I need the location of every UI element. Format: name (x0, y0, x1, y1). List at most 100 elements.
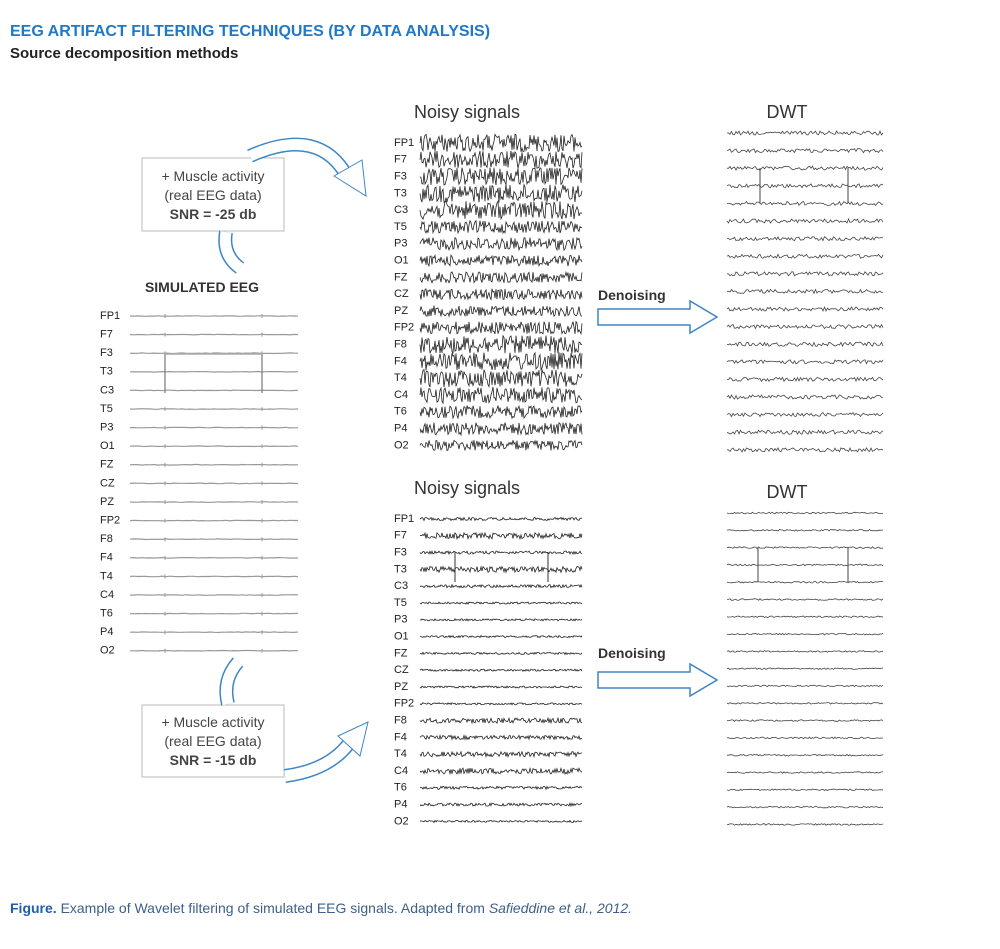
eeg-trace (419, 601, 583, 605)
eeg-trace (726, 235, 884, 242)
eeg-trace (419, 270, 583, 284)
box-line: (real EEG data) (164, 733, 261, 749)
eeg-trace (726, 771, 883, 774)
caption-text: Example of Wavelet filtering of simulate… (61, 900, 485, 916)
eeg-trace (726, 447, 884, 453)
caption: Figure. Example of Wavelet filtering of … (10, 900, 632, 916)
channel-label: T6 (394, 406, 407, 418)
eeg-trace (419, 236, 583, 252)
channel-label: FP2 (394, 322, 414, 334)
eeg-trace (726, 598, 884, 601)
eeg-trace (129, 445, 299, 448)
channel-label: CZ (100, 477, 115, 489)
eeg-trace (129, 389, 299, 392)
channel-label: F4 (394, 731, 407, 743)
eeg-trace (727, 130, 884, 136)
eeg-trace (419, 583, 583, 589)
arrow-body (220, 658, 243, 706)
eeg-trace (726, 183, 884, 189)
channel-label: PZ (394, 305, 408, 317)
channel-label: O1 (100, 440, 115, 452)
eeg-trace (419, 253, 583, 268)
channel-label: T6 (394, 782, 407, 794)
channel-label: FP1 (100, 310, 120, 322)
channel-label: P3 (394, 238, 407, 250)
eeg-trace (726, 323, 884, 330)
eeg-trace (726, 546, 884, 549)
eeg-trace (419, 404, 583, 420)
eeg-trace (129, 519, 298, 522)
eeg-trace (129, 594, 299, 596)
channel-label: P4 (100, 626, 113, 638)
eeg-trace (726, 719, 884, 722)
eeg-trace (419, 785, 583, 791)
channel-label: FP2 (394, 698, 414, 710)
eeg-trace (419, 550, 583, 556)
eeg-trace (419, 368, 583, 388)
eeg-trace (726, 615, 884, 619)
eeg-trace (419, 565, 583, 574)
arrow-head (337, 721, 369, 757)
eeg-trace (129, 333, 299, 336)
dwt-title: DWT (767, 102, 808, 122)
eeg-trace (726, 306, 884, 312)
eeg-trace (419, 685, 583, 689)
eeg-trace (419, 651, 583, 656)
eeg-trace (726, 788, 883, 792)
channel-label: P3 (100, 422, 113, 434)
channel-label: C3 (394, 580, 408, 592)
channel-label: FZ (394, 271, 408, 283)
eeg-trace (419, 351, 583, 371)
eeg-trace (419, 668, 583, 672)
channel-label: FP1 (394, 137, 414, 149)
eeg-trace (419, 618, 583, 622)
eeg-trace (419, 305, 583, 318)
arrow-label: Denoising (598, 645, 666, 661)
channel-label: T5 (394, 221, 407, 233)
caption-label: Figure. (10, 900, 57, 916)
channel-label: C4 (394, 389, 408, 401)
box-line: + Muscle activity (161, 168, 264, 184)
channel-label: F8 (100, 533, 113, 545)
simulated-title: SIMULATED EEG (145, 279, 259, 295)
page-title: EEG ARTIFACT FILTERING TECHNIQUES (BY DA… (10, 23, 490, 40)
eeg-trace (419, 819, 583, 824)
arrow-body (284, 738, 355, 782)
channel-label: T5 (100, 403, 113, 415)
eeg-trace (726, 511, 884, 515)
eeg-trace (129, 352, 299, 355)
channel-label: O1 (394, 631, 409, 643)
channel-label: F3 (394, 547, 407, 559)
eeg-trace (726, 580, 884, 584)
eeg-trace (419, 516, 582, 522)
channel-label: C4 (394, 765, 408, 777)
channel-label: CZ (394, 664, 409, 676)
eeg-trace (419, 702, 583, 706)
arrow-head (333, 159, 367, 197)
eeg-trace (129, 408, 299, 410)
dwt-title: DWT (767, 482, 808, 502)
channel-label: FZ (394, 647, 408, 659)
channel-label: F8 (394, 715, 407, 727)
channel-label: F4 (100, 552, 113, 564)
eeg-trace (419, 733, 583, 741)
channel-label: FP2 (100, 515, 120, 527)
channel-label: T4 (100, 570, 113, 582)
eeg-trace (726, 429, 884, 435)
channel-label: FZ (100, 459, 114, 471)
eeg-trace (726, 667, 884, 671)
channel-label: C4 (100, 589, 114, 601)
eeg-trace (726, 341, 884, 348)
channel-label: CZ (394, 288, 409, 300)
eeg-trace (726, 253, 884, 259)
eeg-trace (419, 750, 582, 759)
eeg-trace (420, 634, 583, 639)
eeg-trace (419, 422, 583, 437)
eeg-trace (129, 370, 299, 373)
eeg-trace (727, 200, 883, 207)
curved-arrows (218, 137, 369, 783)
eeg-trace (419, 199, 583, 221)
eeg-trace (726, 650, 883, 653)
eeg-trace (419, 167, 583, 186)
eeg-trace (419, 334, 583, 354)
